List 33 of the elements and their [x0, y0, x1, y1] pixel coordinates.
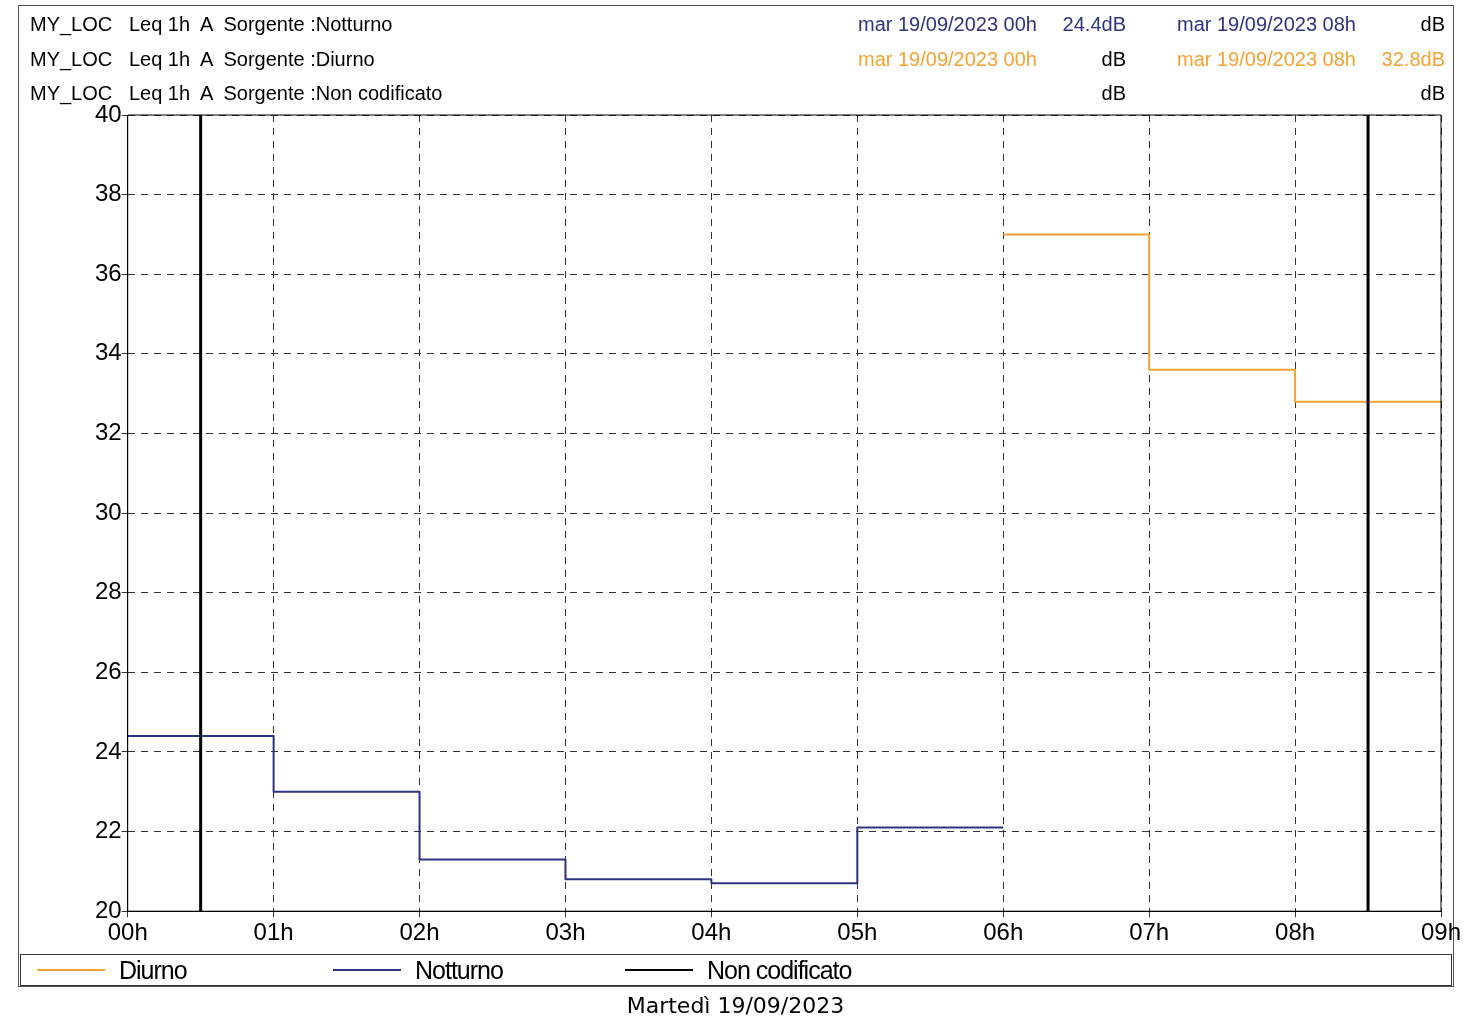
y-tick-label: 26	[94, 656, 122, 684]
x-tick-label: 08h	[1275, 918, 1316, 946]
x-tick-label: 07h	[1129, 918, 1170, 946]
y-tick-label: 32	[94, 418, 122, 446]
y-tick-label: 38	[94, 179, 122, 207]
x-tick-label: 05h	[837, 918, 878, 946]
x-axis-title: Martedì 19/09/2023	[625, 993, 846, 1018]
legend-label: Non codificato	[707, 955, 852, 985]
x-tick-label: 06h	[983, 918, 1024, 946]
text: mar 19/09/2023 00h	[857, 47, 1037, 71]
x-tick-label: 03h	[545, 918, 586, 946]
text: 32.8dB	[1381, 47, 1445, 71]
legend-label: Diurno	[119, 955, 187, 985]
x-tick-label: 01h	[253, 918, 294, 946]
text: 24.4dB	[1062, 12, 1126, 36]
text: MY_LOC Leq 1h A Sorgente :Diurno	[30, 47, 375, 71]
text: mar 19/09/2023 08h	[1176, 12, 1356, 36]
y-tick-label: 28	[94, 577, 122, 605]
y-tick-label: 22	[94, 816, 122, 844]
text: dB	[1101, 81, 1126, 105]
y-tick-label: 30	[94, 497, 122, 525]
y-tick-label: 34	[94, 338, 122, 366]
x-tick-label: 04h	[691, 918, 732, 946]
text: dB	[1420, 12, 1445, 36]
text: dB	[1420, 81, 1445, 105]
y-tick-label: 36	[94, 258, 122, 286]
text: mar 19/09/2023 00h	[857, 12, 1037, 36]
text: MY_LOC Leq 1h A Sorgente :Notturno	[30, 12, 393, 36]
y-tick-label: 24	[94, 736, 122, 764]
x-tick-label: 02h	[399, 918, 440, 946]
text: mar 19/09/2023 08h	[1176, 47, 1356, 71]
text: dB	[1101, 47, 1126, 71]
legend-label: Notturno	[415, 955, 503, 985]
